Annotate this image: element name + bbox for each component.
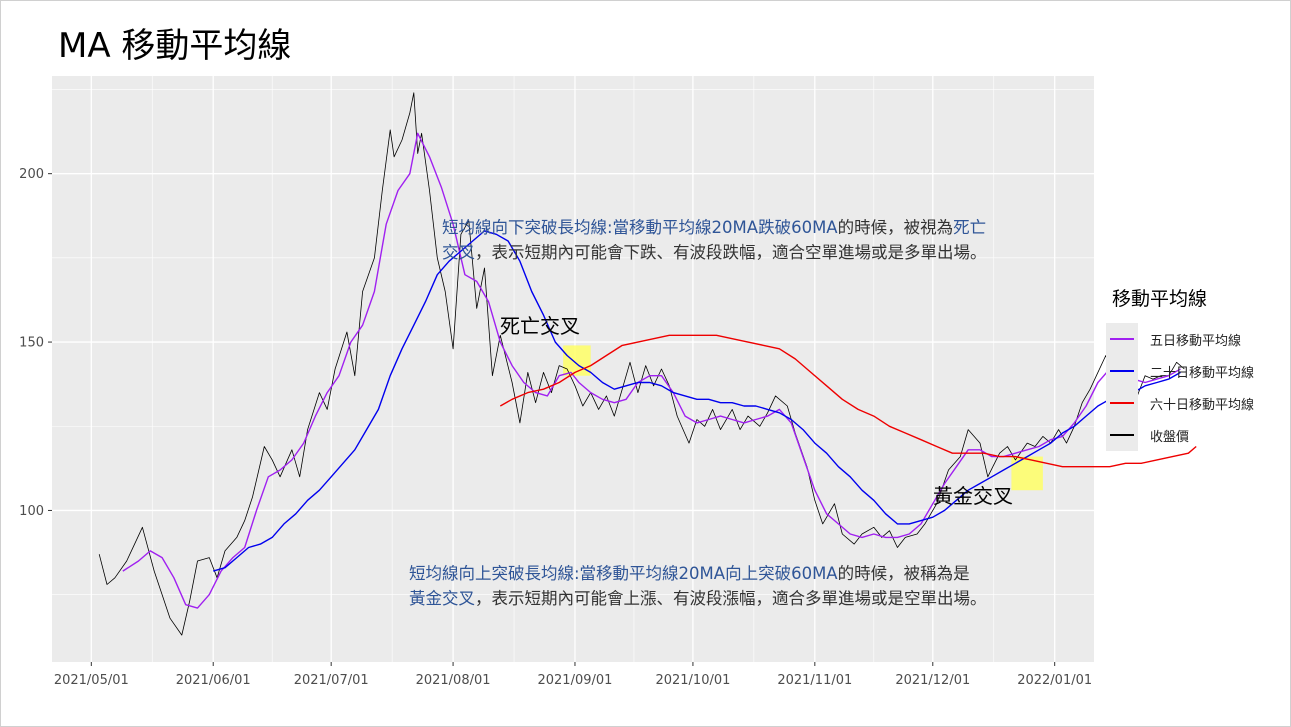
golden-annotation-term: 黃金交叉 <box>409 589 475 608</box>
death-cross-annotation: 短均線向下突破長均線:當移動平均線20MA跌破60MA的時候，被視為死亡 交叉，… <box>442 215 987 265</box>
x-tick-label: 2021/09/01 <box>537 673 612 688</box>
legend-swatch-ma5 <box>1110 338 1134 340</box>
legend-item-close: 收盤價 <box>1106 419 1254 451</box>
death-annotation-desc: ，表示短期內可能會下跌、有波段跌幅，適合空單進場或是多單出場。 <box>475 243 987 262</box>
legend-item-ma5: 五日移動平均線 <box>1106 323 1254 355</box>
x-tick-label: 2021/07/01 <box>294 673 369 688</box>
legend-item-ma60: 六十日移動平均線 <box>1106 387 1254 419</box>
x-tick-label: 2021/10/01 <box>655 673 730 688</box>
x-tick-label: 2021/06/01 <box>176 673 251 688</box>
x-tick-label: 2021/11/01 <box>777 673 852 688</box>
legend-swatch-close <box>1110 434 1134 436</box>
y-tick-label: 100 <box>19 504 44 519</box>
legend-key-close <box>1106 419 1138 451</box>
legend-key-ma60 <box>1106 387 1138 419</box>
y-axis: 100 150 200 <box>19 167 52 519</box>
golden-cross-label: 黃金交叉 <box>933 484 1013 508</box>
legend-key-ma20 <box>1106 355 1138 387</box>
legend-key-ma5 <box>1106 323 1138 355</box>
golden-annotation-text: 的時候，被稱為是 <box>837 564 970 583</box>
legend-label-ma20: 二十日移動平均線 <box>1150 365 1255 381</box>
x-axis: 2021/05/01 2021/06/01 2021/07/01 2021/08/01… <box>54 662 1092 688</box>
x-tick-label: 2021/12/01 <box>895 673 970 688</box>
death-annotation-text: 的時候，被視為 <box>837 218 954 237</box>
death-annotation-term-cont: 交叉 <box>442 243 475 262</box>
death-annotation-term: 死亡 <box>953 218 987 237</box>
legend-label-ma5: 五日移動平均線 <box>1150 333 1242 349</box>
death-cross-label: 死亡交叉 <box>500 314 580 338</box>
legend-swatch-ma60 <box>1110 402 1134 404</box>
series-line-close <box>98 92 1185 636</box>
legend-item-ma20: 二十日移動平均線 <box>1106 355 1254 387</box>
series-line-ma20 <box>213 230 1181 572</box>
golden-cross-annotation: 短均線向上突破長均線:當移動平均線20MA向上突破60MA的時候，被稱為是 黃金… <box>409 561 987 611</box>
legend-label-ma60: 六十日移動平均線 <box>1150 397 1255 413</box>
y-tick-label: 200 <box>19 167 44 182</box>
x-tick-label: 2021/05/01 <box>54 673 129 688</box>
legend-title: 移動平均線 <box>1112 288 1208 310</box>
x-tick-label: 2022/01/01 <box>1017 673 1092 688</box>
x-tick-label: 2021/08/01 <box>416 673 491 688</box>
series-line-ma60 <box>499 334 1197 468</box>
legend-label-close: 收盤價 <box>1150 429 1190 445</box>
legend: 移動平均線 五日移動平均線 二十日移動平均線 六十日移動平均線 收盤價 <box>1106 284 1254 451</box>
grid-lines <box>52 76 1094 662</box>
golden-annotation-desc: ，表示短期內可能會上漲、有波段漲幅，適合多單進場或是空單出場。 <box>475 589 987 608</box>
legend-swatch-ma20 <box>1110 370 1134 372</box>
chart-title: MA 移動平均線 <box>58 26 292 66</box>
series-lines <box>98 92 1197 636</box>
golden-annotation-highlight: 短均線向上突破長均線:當移動平均線20MA向上突破60MA <box>409 564 838 583</box>
y-tick-label: 150 <box>19 336 44 351</box>
death-annotation-highlight: 短均線向下突破長均線:當移動平均線20MA跌破60MA <box>442 218 838 237</box>
